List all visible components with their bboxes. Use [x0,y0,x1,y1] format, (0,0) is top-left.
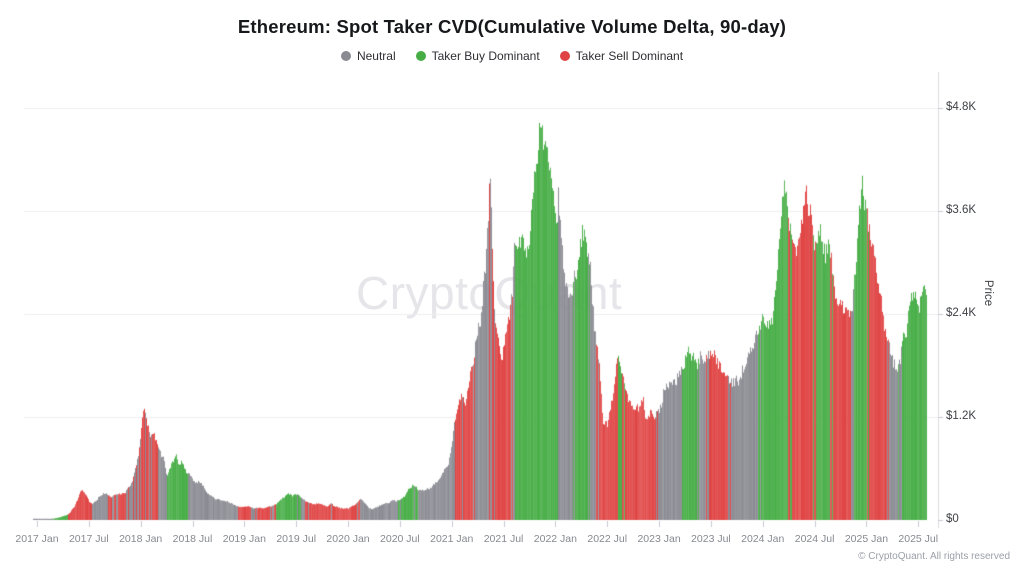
chart-panel: Ethereum: Spot Taker CVD(Cumulative Volu… [0,0,1024,576]
price-bars-canvas[interactable] [0,0,1024,576]
